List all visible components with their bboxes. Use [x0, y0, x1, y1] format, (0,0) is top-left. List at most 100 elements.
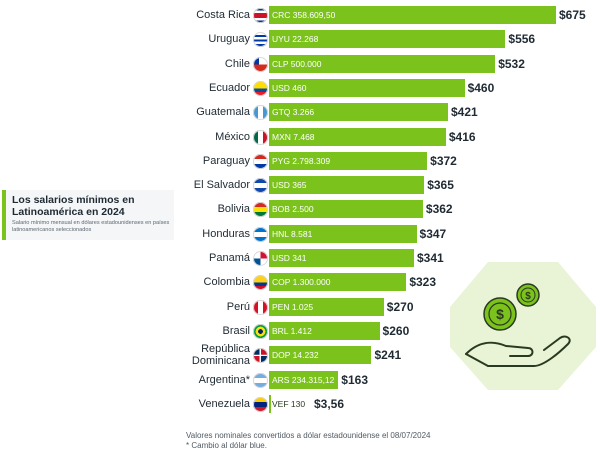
local-currency-label: CLP 500.000 — [272, 59, 322, 69]
brasil-flag-icon — [253, 324, 268, 339]
local-currency-label: COP 1.300.000 — [272, 277, 331, 287]
local-currency-label: USD 365 — [272, 180, 307, 190]
guatemala-flag-icon — [253, 105, 268, 120]
usd-value-label: $260 — [382, 324, 410, 338]
peru-flag-icon — [253, 300, 268, 315]
bar-row: Guatemala GTQ 3.266 $421 — [0, 103, 600, 127]
costa-rica-flag-icon — [253, 8, 268, 23]
bar-row: Panamá USD 341 $341 — [0, 249, 600, 273]
country-label: Honduras — [202, 228, 250, 240]
paraguay-flag-icon — [253, 154, 268, 169]
bar — [269, 225, 417, 243]
local-currency-label: PEN 1.025 — [272, 302, 314, 312]
hand-icon — [465, 335, 571, 367]
local-currency-label: PYG 2.798.309 — [272, 156, 331, 166]
local-currency-label: DOP 14.232 — [272, 350, 319, 360]
usd-value-label: $532 — [498, 57, 525, 71]
usd-value-label: $675 — [559, 8, 586, 22]
bar — [269, 103, 448, 121]
svg-text:$: $ — [525, 291, 531, 302]
bar-row: República Dominicana DOP 14.232 $241 — [0, 343, 600, 370]
footnote-source: Valores nominales convertidos a dólar es… — [186, 431, 431, 440]
bar — [269, 322, 380, 340]
bar-row: Argentina* ARS 234.315,12 $163 — [0, 371, 600, 395]
usd-value-label: $421 — [451, 105, 478, 119]
country-label: Guatemala — [196, 106, 250, 118]
local-currency-label: BOB 2.500 — [272, 204, 314, 214]
local-currency-label: GTQ 3.266 — [272, 107, 315, 117]
argentina-flag-icon — [253, 373, 268, 388]
bar — [269, 176, 425, 194]
title-block: Los salarios mínimos en Latinoamérica en… — [2, 190, 174, 240]
el-salvador-flag-icon — [253, 178, 268, 193]
bar-row: Colombia COP 1.300.000 $323 — [0, 273, 600, 297]
country-label: Chile — [224, 58, 250, 70]
country-label: Argentina* — [198, 374, 250, 386]
local-currency-label: CRC 358.609,50 — [272, 10, 336, 20]
bar — [269, 152, 428, 170]
bar-row: Bolivia BOB 2.500 $362 — [0, 200, 600, 224]
ecuador-flag-icon — [253, 81, 268, 96]
usd-value-label: $460 — [467, 81, 495, 95]
usd-value-label: $341 — [416, 251, 444, 265]
bar-row: El Salvador USD 365 $365 — [0, 176, 600, 200]
usd-value-label: $416 — [448, 130, 476, 144]
usd-value-label: $270 — [386, 300, 414, 314]
chile-flag-icon — [253, 57, 268, 72]
usd-value-label: $241 — [374, 348, 402, 362]
bar — [269, 55, 496, 73]
bar — [269, 30, 506, 48]
bar-row: Honduras HNL 8.581 $347 — [0, 225, 600, 249]
bar — [269, 298, 384, 316]
bar-row: Venezuela VEF 130 $3,56 — [0, 395, 600, 419]
local-currency-label: USD 341 — [272, 253, 307, 263]
usd-value-label: $365 — [427, 178, 454, 192]
country-label: Brasil — [222, 325, 250, 337]
venezuela-flag-icon — [253, 397, 268, 412]
country-label: Bolivia — [217, 203, 250, 215]
illustration-panel — [450, 262, 596, 390]
bar-row: Uruguay UYU 22.268 $556 — [0, 30, 600, 54]
bar — [269, 128, 446, 146]
bar-row: Costa Rica CRC 358.609,50 $675 — [0, 6, 600, 30]
country-label: Paraguay — [202, 155, 250, 167]
panama-flag-icon — [253, 251, 268, 266]
bar — [269, 200, 423, 218]
country-label: Perú — [226, 301, 250, 313]
country-label: Colombia — [203, 276, 250, 288]
bar — [269, 273, 407, 291]
local-currency-label: USD 460 — [272, 83, 307, 93]
footnote-blue-dollar: * Cambio al dólar blue. — [186, 441, 267, 450]
local-currency-label: BRL 1.412 — [272, 326, 312, 336]
svg-text:$: $ — [496, 306, 504, 322]
usd-value-label: $362 — [425, 202, 453, 216]
bar — [269, 371, 339, 389]
usd-value-label: $163 — [341, 373, 368, 387]
uruguay-flag-icon — [253, 32, 268, 47]
hand-holding-coins-icon: $ $ — [450, 262, 596, 390]
colombia-flag-icon — [253, 275, 268, 290]
country-label: Uruguay — [208, 33, 250, 45]
footnotes: Valores nominales convertidos a dólar es… — [186, 431, 430, 451]
local-currency-label: VEF 130 — [272, 399, 306, 409]
country-label: República Dominicana — [191, 343, 250, 367]
local-currency-label: MXN 7.468 — [272, 132, 315, 142]
bar — [269, 249, 414, 267]
chart-subtitle: Salario mínimo mensual en dólares estado… — [12, 220, 170, 233]
local-currency-label: ARS 234.315,12 — [272, 375, 335, 385]
mexico-flag-icon — [253, 130, 268, 145]
country-label: Venezuela — [198, 398, 250, 410]
coin-small-icon — [516, 283, 540, 307]
honduras-flag-icon — [253, 227, 268, 242]
country-label: Ecuador — [209, 82, 250, 94]
bar — [269, 6, 556, 24]
country-label: Panamá — [209, 252, 250, 264]
republica-dominicana-flag-icon — [253, 348, 268, 363]
country-label: México — [215, 131, 250, 143]
chart-title: Los salarios mínimos en Latinoamérica en… — [12, 194, 135, 218]
bar-row: Chile CLP 500.000 $532 — [0, 55, 600, 79]
bar — [269, 79, 465, 97]
bar-row: Perú PEN 1.025 $270 — [0, 298, 600, 322]
usd-value-label: $556 — [508, 32, 536, 46]
usd-value-label: $347 — [419, 227, 447, 241]
